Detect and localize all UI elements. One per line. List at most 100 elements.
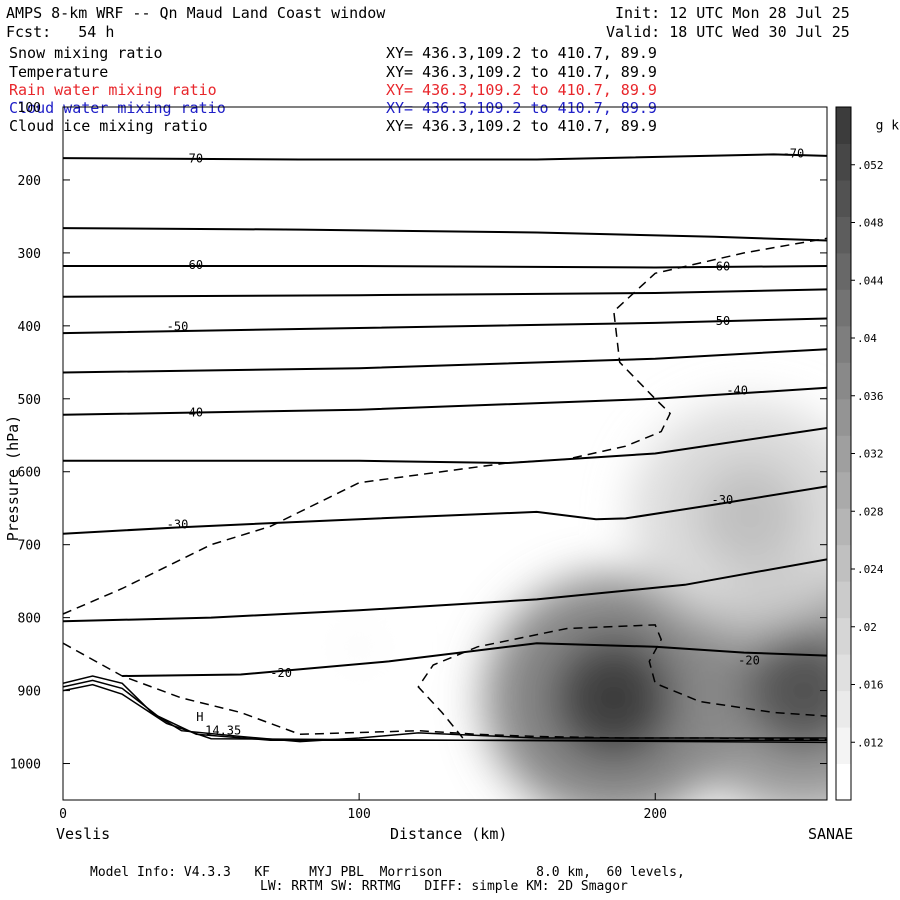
isotherm-label: -50 (167, 319, 189, 333)
y-tick-label: 1000 (10, 758, 41, 773)
colorbar-swatch (836, 398, 851, 436)
colorbar-swatch (836, 107, 851, 144)
colorbar-swatch (836, 471, 851, 509)
colorbar: .012 .016 .02 .024 .028 .032 .036 .04 .044 .048 .0… (835, 106, 884, 801)
x-tick-label: 100 (347, 807, 370, 822)
footer-model-info: Model Info: V4.3.3 KF MYJ PBL Morrison 8… (90, 865, 685, 880)
terrain-contour (63, 683, 827, 744)
colorbar-tick-label: .052 (857, 159, 884, 172)
valid-time: Valid: 18 UTC Wed 30 Jul 25 (606, 23, 850, 41)
isotherm-label: -40 (181, 405, 203, 419)
colorbar-swatch (836, 325, 851, 363)
snow-shade-core (744, 632, 827, 750)
forecast-hour: Fcst: 54 h (6, 23, 115, 41)
terrain-contour (63, 675, 827, 743)
y-tick-label: 200 (18, 174, 41, 189)
x-tick-label: 200 (644, 807, 667, 822)
isotherm-line (63, 265, 827, 269)
colorbar-swatch (836, 727, 851, 765)
colorbar-swatch (836, 617, 851, 655)
x-tick-label: 0 (59, 807, 67, 822)
colorbar-tick-label: .048 (857, 217, 884, 230)
colorbar-swatch (836, 179, 851, 217)
cloud-ice-contour (63, 237, 827, 615)
footer-physics-info: LW: RRTM SW: RRTMG DIFF: simple KM: 2D S… (260, 879, 628, 894)
colorbar-tick-label: .044 (857, 274, 884, 287)
field-xy-snow: XY= 436.3,109.2 to 410.7, 89.9 (386, 44, 657, 62)
colorbar-tick-label: .016 (857, 679, 884, 692)
field-name-cloud-ice: Cloud ice mixing ratio (9, 117, 208, 135)
colorbar-swatch (836, 289, 851, 327)
cloud-ice-contour (63, 642, 827, 741)
y-tick-label: 800 (18, 612, 41, 627)
x-endpoint-left: Veslis (56, 825, 111, 843)
y-tick-label: 700 (18, 539, 41, 554)
y-tick-label: 300 (18, 247, 41, 262)
temperature-isotherms-layer (63, 153, 827, 677)
isotherm-line (63, 386, 827, 416)
y-tick-label: 100 (18, 101, 41, 116)
snow-shade-core (555, 639, 673, 757)
terrain-contour (63, 679, 827, 741)
field-xy-cloud-ice: XY= 436.3,109.2 to 410.7, 89.9 (386, 117, 657, 135)
field-name-rain: Rain water mixing ratio (9, 81, 217, 99)
colorbar-tick-label: .012 (857, 736, 884, 749)
colorbar-tick-label: .02 (857, 621, 877, 634)
y-tick-label: 500 (18, 393, 41, 408)
colorbar-tick-label: .036 (857, 390, 884, 403)
colorbar-tick-label: .028 (857, 505, 884, 518)
snow-shading-layer (329, 401, 827, 800)
y-tick-label: 600 (18, 466, 41, 481)
isotherm-label: -20 (270, 666, 292, 680)
snow-shade-core (345, 633, 373, 661)
colorbar-unit: g kg-1 (860, 101, 900, 133)
isotherm-label: -60 (709, 259, 731, 273)
colorbar-swatch (836, 508, 851, 546)
isotherm-line (63, 153, 827, 161)
axes-layer: 100 200 300 400 500 600 700 800 900 1000 0 100 200 (10, 101, 827, 822)
isotherm-line (122, 642, 827, 677)
plot-frame (62, 106, 828, 801)
isotherm-label: -20 (738, 653, 760, 667)
colorbar-swatch (836, 435, 851, 473)
colorbar-swatch (836, 690, 851, 728)
isotherm-label: -60 (181, 258, 203, 272)
colorbar-swatch (836, 763, 851, 801)
init-time: Init: 12 UTC Mon 28 Jul 25 (615, 4, 850, 22)
isotherm-line (63, 485, 827, 535)
y-tick-label: 400 (18, 320, 41, 335)
isotherm-label: -40 (726, 383, 748, 397)
field-xy-temperature: XY= 436.3,109.2 to 410.7, 89.9 (386, 63, 657, 81)
field-name-cloud-water: Cloud water mixing ratio (9, 99, 226, 117)
colorbar-swatch (836, 362, 851, 400)
isotherm-line (63, 558, 827, 623)
cloud-ice-contours-layer (63, 237, 827, 741)
isotherm-line (63, 288, 827, 298)
colorbar-swatch (836, 581, 851, 619)
field-name-temperature: Temperature (9, 63, 109, 81)
field-xy-cloud-water: XY= 436.3,109.2 to 410.7, 89.9 (386, 99, 657, 117)
terrain-contours-layer (63, 675, 827, 744)
x-endpoint-right: SANAE (808, 825, 854, 843)
chart-title: AMPS 8-km WRF -- Qn Maud Land Coast wind… (6, 4, 386, 22)
colorbar-swatch (836, 654, 851, 692)
colorbar-unit-text: g kg (875, 118, 900, 134)
isotherm-label: -30 (712, 493, 734, 507)
colorbar-swatch (836, 252, 851, 290)
snow-shade-core (696, 461, 805, 570)
isotherm-label: -70 (181, 152, 203, 166)
cloud-ice-contour (417, 624, 827, 739)
isotherm-label: -70 (783, 146, 805, 160)
isotherm-label: -50 (709, 314, 731, 328)
colorbar-tick-label: .032 (857, 448, 884, 461)
colorbar-swatch (836, 216, 851, 254)
isotherm-line (63, 227, 827, 242)
chart-annotation: H (196, 710, 203, 724)
contour-labels-layer: -70 -70 -60 -60 -50 -50 -40 -40 -30 -30 -20 -20 H14.… (167, 146, 805, 737)
colorbar-tick-label: .024 (857, 563, 884, 576)
colorbar-swatch (836, 143, 851, 181)
y-axis-label: Pressure (hPa) (4, 414, 22, 542)
x-axis-label: Distance (km) (390, 825, 508, 843)
colorbar-tick-label: .04 (857, 332, 877, 345)
